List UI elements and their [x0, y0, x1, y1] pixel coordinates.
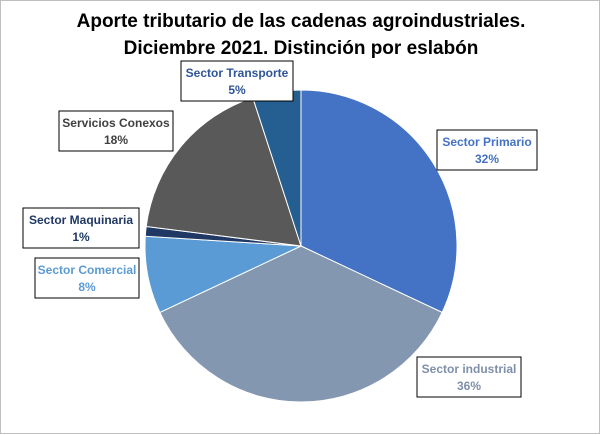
data-label-name: Sector industrial — [422, 362, 517, 376]
pie-slice-sector-industrial — [159, 245, 443, 403]
data-label-value: 5% — [228, 83, 246, 97]
data-label-sector-comercial: Sector Comercial 8% — [34, 257, 140, 299]
data-label-name: Sector Primario — [442, 135, 531, 149]
data-label-value: 1% — [72, 230, 90, 244]
data-label-box — [180, 60, 294, 102]
pie-slices — [144, 89, 458, 403]
data-label-sector-transporte: Sector Transporte 5% — [180, 60, 294, 102]
data-label-box — [22, 207, 140, 249]
data-label-name: Sector Maquinaria — [29, 213, 133, 227]
pie-slice-sector-primario — [300, 89, 458, 314]
data-label-name: Sector Comercial — [38, 263, 137, 277]
chart-subtitle: Diciembre 2021. Distinción por eslabón — [124, 38, 479, 59]
data-label-value: 32% — [475, 152, 499, 166]
data-label-sector-primario: Sector Primario 32% — [436, 129, 538, 171]
data-label-sector-industrial: Sector industrial 36% — [416, 356, 522, 398]
data-label-value: 18% — [104, 133, 128, 147]
data-label-name: Servicios Conexos — [62, 116, 170, 130]
data-label-value: 8% — [78, 280, 96, 294]
data-label-box — [34, 257, 140, 299]
data-label-name: Sector Transporte — [186, 66, 289, 80]
pie-slice-servicios-conexos — [145, 97, 302, 247]
data-label-servicios-conexos: Servicios Conexos 18% — [58, 110, 174, 152]
data-label-box — [416, 356, 522, 398]
data-label-box — [436, 129, 538, 171]
data-label-value: 36% — [457, 379, 481, 393]
data-label-sector-maquinaria: Sector Maquinaria 1% — [22, 207, 140, 249]
data-label-box — [58, 110, 174, 152]
chart-title: Aporte tributario de las cadenas agroind… — [77, 11, 526, 32]
